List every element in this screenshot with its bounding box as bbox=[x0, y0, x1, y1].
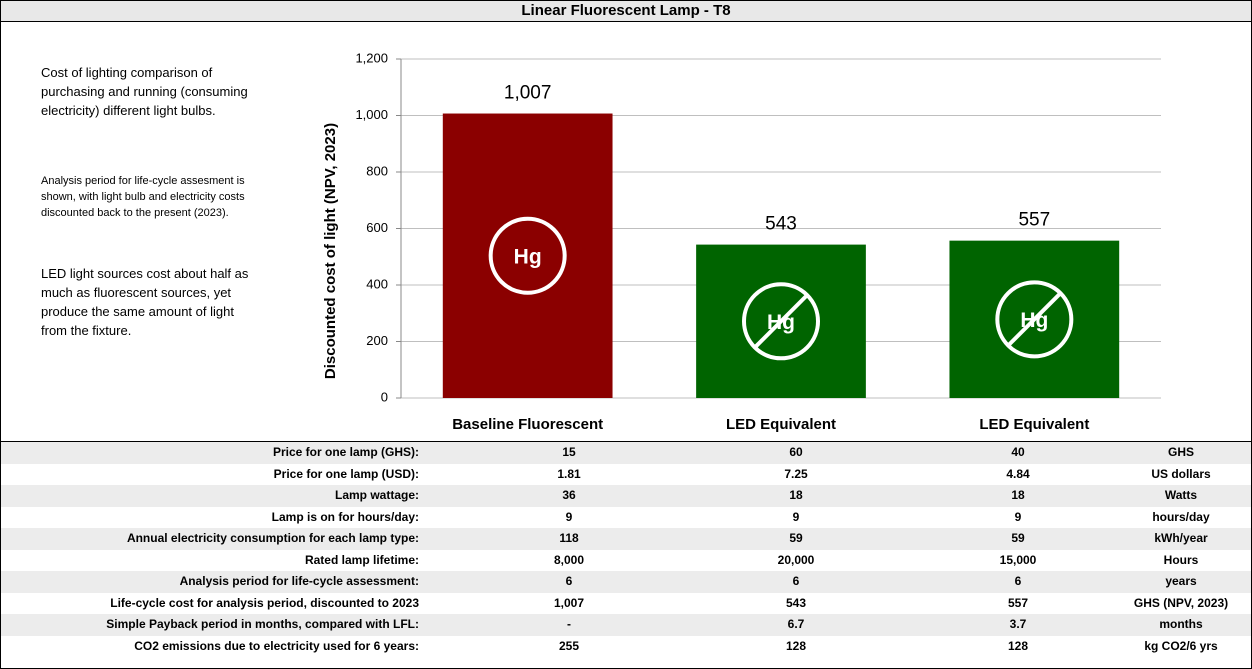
table-cell: 40 bbox=[1011, 445, 1025, 459]
table-cell: 6 bbox=[1014, 574, 1022, 588]
y-tick-label: 0 bbox=[381, 389, 388, 404]
table-cell: 9 bbox=[1014, 509, 1022, 524]
y-axis-label: Discounted cost of light (NPV, 2023) bbox=[322, 123, 339, 379]
table-cell: 9 bbox=[792, 509, 800, 524]
x-tick-label: LED Equivalent bbox=[979, 416, 1089, 433]
table-cell: GHS (NPV, 2023) bbox=[1133, 595, 1229, 610]
table-cell: 59 bbox=[789, 531, 803, 545]
table-cell: US dollars bbox=[1151, 466, 1211, 481]
table: Price for one lamp (GHS): 15 60 40 GHS Price … bbox=[1, 441, 1251, 657]
table-cell: 7.25 bbox=[784, 466, 808, 481]
y-tick-label: 200 bbox=[366, 333, 388, 348]
mercury-cross bbox=[1006, 291, 1062, 347]
table-row: CO2 emissions due to electricity used fo… bbox=[1, 636, 1251, 658]
table-row: Lamp wattage: 36 18 18 Watts bbox=[1, 485, 1251, 507]
table-cell: GHS bbox=[1167, 445, 1194, 459]
table-cell: 9 bbox=[565, 509, 573, 524]
table-cell: Rated lamp lifetime: bbox=[304, 552, 419, 567]
mercury-icon bbox=[488, 216, 567, 295]
table-cell: 543 bbox=[785, 595, 807, 610]
table-row: Annual electricity consumption for each … bbox=[1, 528, 1251, 550]
table-cell: Price for one lamp (GHS): bbox=[272, 445, 419, 459]
table-row: Analysis period for life-cycle assessmen… bbox=[1, 571, 1251, 593]
value-label: 557 bbox=[1018, 210, 1050, 231]
mercury-cross bbox=[753, 293, 809, 349]
table-cell: 60 bbox=[789, 445, 803, 459]
table-cell: 8,000 bbox=[553, 552, 585, 567]
table-cell: 255 bbox=[558, 638, 580, 653]
table-cell: 1,007 bbox=[553, 595, 585, 610]
x-tick-label: Baseline Fluorescent bbox=[452, 416, 603, 433]
table-cell: 36 bbox=[562, 488, 576, 502]
table-cell: 18 bbox=[789, 488, 803, 502]
table-cell: 4.84 bbox=[1006, 466, 1030, 481]
table-cell: hours/day bbox=[1152, 509, 1210, 524]
y-tick-label: 800 bbox=[366, 163, 388, 178]
y-tick-label: 600 bbox=[366, 220, 388, 235]
table-cell: Analysis period for life-cycle assessmen… bbox=[179, 574, 419, 588]
table-cell: Simple Payback period in months, compare… bbox=[106, 617, 419, 631]
mercury-icon bbox=[742, 282, 820, 361]
table-cell: Lamp wattage: bbox=[334, 488, 419, 502]
table-cell: CO2 emissions due to electricity used fo… bbox=[134, 638, 419, 653]
table-cell: Watts bbox=[1164, 488, 1198, 502]
note: Analysis period for life-cycle assesment… bbox=[41, 175, 245, 219]
table-cell: 128 bbox=[785, 638, 807, 653]
table-cell: 20,000 bbox=[777, 552, 815, 567]
table-cell: - bbox=[567, 617, 571, 631]
table-row: Price for one lamp (GHS): 15 60 40 GHS bbox=[1, 442, 1251, 464]
value-label: 1,007 bbox=[504, 83, 552, 104]
value-label: 543 bbox=[765, 214, 797, 235]
y-tick-label: 1,000 bbox=[355, 107, 388, 122]
table-cell: 128 bbox=[1007, 638, 1029, 653]
x-tick-label: LED Equivalent bbox=[726, 416, 836, 433]
table-row: Price for one lamp (USD): 1.81 7.25 4.84 US … bbox=[1, 464, 1251, 486]
table-row: Simple Payback period in months, compare… bbox=[1, 614, 1251, 636]
table-cell: 118 bbox=[559, 531, 579, 545]
table-cell: 6 bbox=[565, 574, 573, 588]
table-cell: Hours bbox=[1163, 552, 1199, 567]
table-cell: Annual electricity consumption for each … bbox=[126, 531, 419, 545]
table-cell: 18 bbox=[1011, 488, 1025, 502]
table-cell: 6 bbox=[792, 574, 800, 588]
title: Linear Fluorescent Lamp - T8 bbox=[1, 1, 1251, 22]
y-tick-label: 400 bbox=[366, 276, 388, 291]
table-row: Rated lamp lifetime: 8,000 20,000 15,000 Hou… bbox=[1, 550, 1251, 572]
table-cell: 15,000 bbox=[999, 552, 1037, 567]
table-cell: 6.7 bbox=[787, 617, 805, 631]
table-cell: months bbox=[1159, 617, 1203, 631]
table-row: Lamp is on for hours/day: 9 9 9 hours/day bbox=[1, 507, 1251, 529]
table-cell: Lamp is on for hours/day: bbox=[271, 509, 419, 524]
y-tick-label: 1,200 bbox=[355, 50, 388, 65]
table-cell: 3.7 bbox=[1009, 617, 1027, 631]
table-cell: 1.81 bbox=[557, 466, 581, 481]
table-cell: 15 bbox=[562, 445, 576, 459]
table-cell: Life-cycle cost for analysis period, dis… bbox=[110, 595, 419, 610]
note: LED light sources cost about half as muc… bbox=[41, 266, 249, 338]
table-row: Life-cycle cost for analysis period, dis… bbox=[1, 593, 1251, 615]
table-cell: 557 bbox=[1007, 595, 1029, 610]
note: Cost of lighting comparison of purchasin… bbox=[41, 65, 248, 118]
mercury-icon bbox=[995, 280, 1074, 359]
table-cell: kWh/year bbox=[1154, 531, 1208, 545]
table-cell: Price for one lamp (USD): bbox=[273, 466, 419, 481]
table-cell: years bbox=[1165, 574, 1197, 588]
chart: Discounted cost of light (NPV, 2023) 0 20… bbox=[322, 50, 1161, 433]
mercury-label: Hg bbox=[514, 245, 542, 268]
table-cell: kg CO2/6 yrs bbox=[1144, 638, 1218, 653]
table-cell: 59 bbox=[1011, 531, 1025, 545]
bar bbox=[442, 113, 613, 399]
